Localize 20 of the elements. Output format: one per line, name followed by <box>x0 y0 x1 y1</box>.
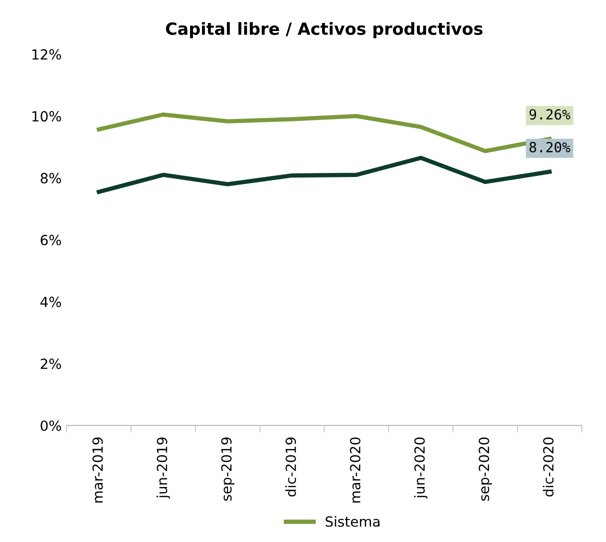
legend-label: Sistema <box>326 516 380 527</box>
data-label: 9.26% <box>530 109 570 120</box>
y-tick-label: 0% <box>40 420 62 431</box>
x-tick-label: dic-2019 <box>285 438 296 496</box>
x-tick-label: jun-2019 <box>156 438 170 499</box>
x-tick-label: jun-2020 <box>414 438 428 499</box>
y-tick-label: 6% <box>40 234 62 246</box>
x-tick-label: mar-2020 <box>350 438 360 503</box>
x-tick-label: sep-2020 <box>478 438 492 501</box>
x-tick-label: sep-2019 <box>221 438 234 501</box>
x-tick-label: dic-2020 <box>542 438 554 496</box>
y-tick-label: 12% <box>32 49 62 60</box>
y-tick-label: 2% <box>40 358 62 370</box>
line-series <box>96 156 552 194</box>
x-tick-label: mar-2019 <box>92 438 103 503</box>
y-tick-label: 8% <box>40 172 62 184</box>
y-tick-label: 4% <box>40 296 62 308</box>
chart-title: Capital libre / Activos productivos <box>166 22 482 38</box>
y-tick-label: 10% <box>32 111 62 122</box>
data-label: 8.20% <box>530 142 570 152</box>
